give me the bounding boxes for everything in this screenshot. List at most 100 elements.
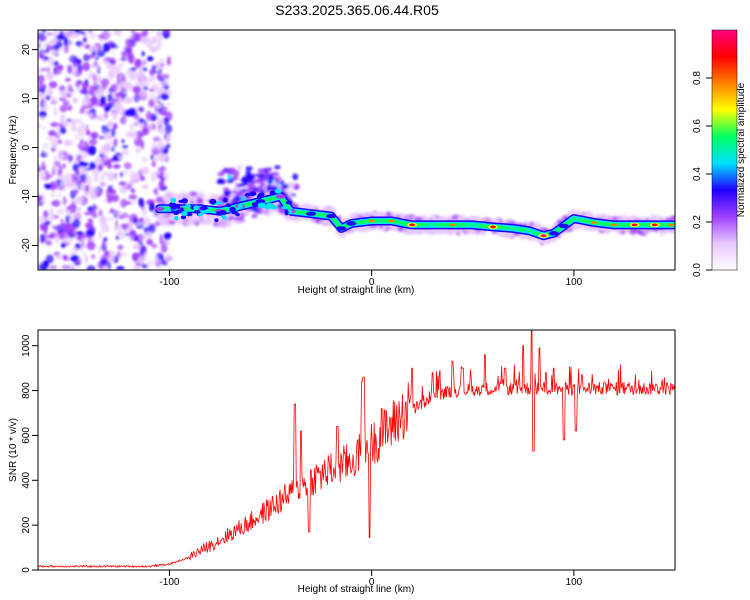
spectrogram-noise-blob: [148, 40, 152, 50]
spectrogram-noise-blob: [98, 209, 103, 217]
spectrogram-halo-blob: [251, 213, 258, 219]
spectrogram-noise-blob: [45, 95, 50, 101]
spectrogram-noise-blob: [86, 54, 95, 59]
spectrogram-noise-blob: [65, 119, 73, 122]
spectrogram-ridge-blob: [193, 205, 199, 211]
spectrogram-halo-blob: [164, 191, 174, 196]
spectrogram-halo-blob: [294, 186, 299, 190]
spectrogram-ridge-core: [548, 231, 559, 236]
spectrogram-noise-blob: [163, 241, 171, 246]
spectrogram-noise-blob: [156, 39, 163, 48]
spectrogram-noise-blob: [79, 88, 89, 94]
spectrogram-noise-blob: [153, 255, 159, 265]
spectrogram-noise-blob: [158, 68, 162, 75]
spectrogram-noise-blob: [65, 215, 70, 224]
spectrogram-halo-blob: [196, 197, 202, 205]
spectrogram-noise-blob: [117, 97, 123, 103]
spectrogram-noise-blob: [41, 51, 49, 55]
spectrogram-noise-blob: [118, 181, 127, 186]
spectrogram-noise-blob: [135, 221, 144, 226]
spectrogram-noise-blob: [100, 222, 110, 233]
spectrogram-noise-blob: [120, 171, 124, 178]
spectrogram-noise-blob: [50, 201, 58, 206]
spectrogram-noise-blob: [124, 96, 131, 105]
spectrogram-noise-blob: [101, 30, 110, 40]
spectrogram-halo-blob: [222, 187, 230, 191]
spectrogram-noise-blob: [63, 225, 69, 232]
spectrogram-halo-blob: [164, 196, 172, 204]
spectrogram-ridge-blob: [180, 215, 187, 220]
spectrogram-noise-blob: [154, 99, 161, 104]
spectrogram-noise-blob: [70, 200, 76, 210]
spectrogram-noise-blob: [75, 80, 81, 88]
spectrogram-noise-blob: [110, 208, 114, 212]
snr-frame: [37, 329, 676, 571]
spectrogram-halo-blob: [602, 228, 612, 234]
colorbar-gradient: [712, 30, 737, 270]
spectrogram-noise-blob: [40, 43, 47, 51]
spectrogram-noise-blob: [57, 133, 62, 138]
spectrogram-noise-blob: [117, 62, 125, 68]
snr-y-tick-label: 800: [21, 382, 32, 399]
spectrogram-noise-blob: [83, 252, 87, 256]
spectrogram-noise-blob: [148, 99, 155, 108]
spectrogram-noise-blob: [55, 254, 62, 260]
spectrogram-noise-blob: [159, 63, 166, 67]
spectrogram-noise-blob: [72, 218, 81, 229]
spectrogram-noise-blob: [56, 34, 66, 40]
spectrogram-noise-blob: [48, 56, 55, 67]
spectrogram-ridge-band: [157, 194, 675, 238]
spectrogram-noise-blob: [130, 67, 137, 71]
spectrogram-noise-blob: [41, 126, 46, 131]
spectrogram-ridge-blob: [197, 212, 204, 217]
spectrogram-noise-blob: [118, 80, 125, 89]
spectrogram-ridge-peak: [429, 223, 436, 227]
spectrogram-halo-blob: [237, 190, 242, 197]
spectrogram-noise-blob: [100, 181, 106, 188]
spectrogram-ridge-blob: [214, 201, 223, 205]
spectrogram-noise-blob: [163, 106, 168, 111]
spectrogram-noise-blob: [118, 156, 123, 160]
spectrogram-noise-blob: [106, 120, 115, 128]
spectrogram-noise-blob: [151, 141, 157, 150]
spectrogram-ridge-peak: [510, 227, 517, 230]
spectrogram-noise-blob: [48, 130, 57, 137]
spectrogram-noise-blob: [128, 235, 135, 243]
spectrogram-noise-blob: [88, 145, 97, 156]
spectrogram-noise-blob: [151, 36, 158, 44]
spectrogram-noise-blob: [91, 254, 96, 260]
spectrogram-noise-blob: [113, 93, 121, 97]
spectrogram-noise-blob: [151, 84, 157, 90]
spectrogram-noise-blob: [46, 87, 54, 96]
spectrogram-noise-blob: [111, 51, 115, 55]
spectrogram-noise-blob: [141, 167, 145, 176]
spectrogram-noise-blob: [154, 156, 158, 164]
spectrogram-halo-blob: [266, 184, 273, 192]
snr-y-label: SNR (10 * v/v): [8, 418, 19, 482]
spectrogram-noise-blob: [146, 238, 154, 246]
spectrogram-noise-blob: [84, 79, 89, 84]
spectrogram-noise-blob: [107, 194, 113, 204]
spectrogram-ridge-peak: [540, 234, 547, 238]
spectrogram-ridge-blob: [174, 215, 179, 221]
spectrogram-halo-blob: [241, 188, 248, 193]
spectrogram-halo-blob: [220, 169, 226, 175]
snr-x-ticks: -100 0 100: [159, 570, 583, 588]
spectrogram-ridge-core: [255, 199, 266, 204]
spectrogram-noise-blob: [38, 92, 45, 100]
spectrogram-noise-blob: [123, 162, 132, 170]
spectrogram-noise-blob: [78, 31, 86, 35]
spectrogram-noise-blob: [107, 185, 114, 191]
spectrogram-halo-blob: [256, 173, 265, 178]
spectrogram-noise-blob: [104, 250, 110, 255]
spectrogram-noise-blob: [154, 187, 158, 196]
spectrogram-ridge-core: [336, 226, 347, 231]
spectrogram-halo-blob: [226, 179, 234, 184]
snr-x-tick-label: -100: [159, 577, 179, 588]
spectrogram-halo-blob: [283, 190, 293, 194]
spectrogram-noise-blob: [151, 175, 157, 182]
spectrogram-noise-blob: [120, 223, 129, 229]
spectrogram-noise-blob: [157, 116, 162, 126]
spectrogram-y-tick-label: 0: [21, 144, 32, 150]
spectrogram-noise-blob: [137, 256, 146, 265]
